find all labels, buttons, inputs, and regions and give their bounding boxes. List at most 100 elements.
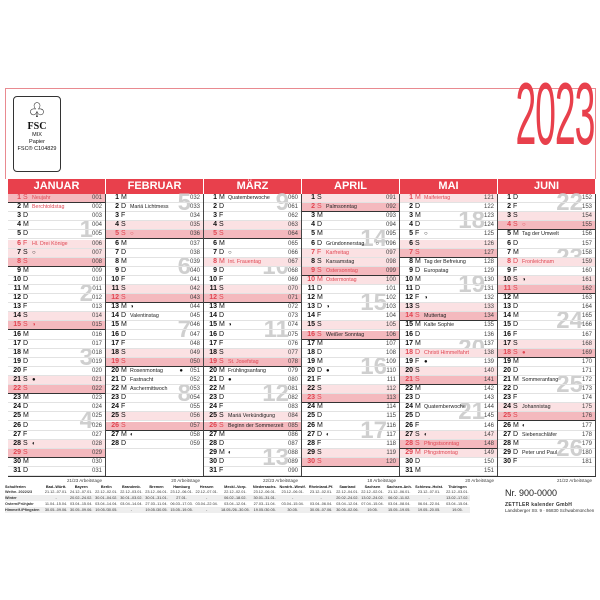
day-row[interactable]: 19 D 019 xyxy=(8,358,105,367)
day-row[interactable]: 28 D 087 xyxy=(204,440,301,449)
day-row[interactable]: 19 S St. Josefstag 078 xyxy=(204,357,301,367)
day-row[interactable]: 17 M 107 xyxy=(302,340,399,349)
day-row[interactable]: 5 S 064 xyxy=(204,230,301,240)
day-row[interactable]: 4 D 094 xyxy=(302,221,399,231)
day-row[interactable]: 6 D Gründonnerstag ○ 096 xyxy=(302,240,399,249)
day-row[interactable]: 13 S 133 xyxy=(400,303,497,313)
day-row[interactable]: 15 S 105 xyxy=(302,321,399,331)
day-row[interactable]: 10 M 130 xyxy=(400,276,497,285)
day-row[interactable]: 2 D 122 xyxy=(400,203,497,213)
day-row[interactable]: 22 M Aschermittwoch 053 xyxy=(106,385,203,395)
day-row[interactable]: 3 S 154 xyxy=(498,212,595,222)
day-row[interactable]: 22 M 142 xyxy=(400,385,497,395)
day-row[interactable]: 25 S 176 xyxy=(498,412,595,422)
day-row[interactable]: 21 D Fastnacht 052 xyxy=(106,376,203,386)
day-row[interactable]: 1 M Quatemberwoche 060 xyxy=(204,194,301,204)
day-row[interactable]: 20 F 020 xyxy=(8,367,105,376)
day-row[interactable]: 5 M Tag der Umwelt 156 xyxy=(498,230,595,240)
day-row[interactable]: 12 S 043 xyxy=(106,294,203,304)
day-row[interactable]: 27 S ◐ 147 xyxy=(400,430,497,440)
day-row[interactable]: 18 S 077 xyxy=(204,348,301,358)
day-row[interactable]: 7 F Karfreitag 097 xyxy=(302,248,399,258)
day-row[interactable]: 16 M 016 xyxy=(8,331,105,340)
day-row[interactable]: 1 S 091 xyxy=(302,194,399,204)
day-row[interactable]: 10 M Ostermontag 100 xyxy=(302,275,399,285)
day-row[interactable]: 13 M ◑ 044 xyxy=(106,303,203,313)
day-row[interactable]: 29 D Peter und Paul 180 xyxy=(498,449,595,458)
day-row[interactable]: 3 D 003 xyxy=(8,212,105,222)
day-row[interactable]: 17 S 168 xyxy=(498,339,595,349)
day-row[interactable]: 5 D 005 xyxy=(8,230,105,240)
day-row[interactable]: 14 S Muttertag 134 xyxy=(400,312,497,322)
day-row[interactable]: 25 S Mariä Verkündigung 084 xyxy=(204,412,301,422)
day-row[interactable]: 8 M Int. Frauentag 067 xyxy=(204,257,301,267)
day-row[interactable]: 8 M Tag der Befreiung 128 xyxy=(400,258,497,267)
day-row[interactable]: 14 S 014 xyxy=(8,312,105,322)
day-row[interactable]: 6 D 157 xyxy=(498,240,595,249)
day-row[interactable]: 8 S Karsamstag 098 xyxy=(302,257,399,267)
day-row[interactable]: 20 M Rosenmontag ● 051 xyxy=(106,367,203,376)
day-row[interactable]: 6 M 065 xyxy=(204,240,301,249)
day-row[interactable]: 26 S Beginn der Sommerzeit 085 xyxy=(204,421,301,431)
day-row[interactable]: 1 S Neujahr 001 xyxy=(8,194,105,204)
day-row[interactable]: 8 D Fronleichnam 159 xyxy=(498,257,595,267)
day-row[interactable]: 30 M 030 xyxy=(8,458,105,467)
day-row[interactable]: 1 D 152 xyxy=(498,194,595,204)
day-row[interactable]: 29 S 119 xyxy=(302,448,399,458)
day-row[interactable]: 2 M Berchtoldstag 002 xyxy=(8,203,105,213)
day-row[interactable]: 27 M 086 xyxy=(204,431,301,440)
day-row[interactable]: 28 F 118 xyxy=(302,440,399,449)
day-row[interactable]: 10 F 041 xyxy=(106,276,203,285)
day-row[interactable]: 13 D 164 xyxy=(498,303,595,313)
day-row[interactable]: 2 S Palmsonntag 092 xyxy=(302,203,399,213)
day-row[interactable]: 1 M 032 xyxy=(106,194,203,204)
day-row[interactable]: 18 S 049 xyxy=(106,348,203,358)
day-row[interactable]: 26 F 146 xyxy=(400,422,497,431)
day-row[interactable]: 17 F 048 xyxy=(106,340,203,349)
day-row[interactable]: 20 D ● 110 xyxy=(302,367,399,376)
day-row[interactable]: 14 M 165 xyxy=(498,312,595,322)
day-row[interactable]: 21 S 141 xyxy=(400,376,497,386)
day-row[interactable]: 24 F 055 xyxy=(106,403,203,413)
day-row[interactable]: 6 M 037 xyxy=(106,240,203,249)
day-row[interactable]: 3 M 123 xyxy=(400,212,497,222)
day-row[interactable]: 15 M 046 xyxy=(106,321,203,331)
day-row[interactable]: 4 D 124 xyxy=(400,221,497,231)
day-row[interactable]: 6 F Hl. Drei Könige 006 xyxy=(8,239,105,249)
day-row[interactable]: 3 M 093 xyxy=(302,212,399,222)
day-row[interactable]: 21 S ● 021 xyxy=(8,376,105,386)
day-row[interactable]: 11 D 101 xyxy=(302,285,399,295)
day-row[interactable]: 25 D 115 xyxy=(302,412,399,422)
day-row[interactable]: 5 M 095 xyxy=(302,230,399,240)
day-row[interactable]: 30 S 120 xyxy=(302,457,399,467)
day-row[interactable]: 24 D 024 xyxy=(8,403,105,413)
day-row[interactable]: 28 D 059 xyxy=(106,440,203,449)
day-row[interactable]: 26 S 057 xyxy=(106,421,203,431)
day-row[interactable]: 11 D 131 xyxy=(400,285,497,295)
day-row[interactable]: 12 M 102 xyxy=(302,294,399,304)
day-row[interactable]: 11 S 070 xyxy=(204,285,301,295)
day-row[interactable]: 7 S 127 xyxy=(400,248,497,258)
day-row[interactable]: 26 D 026 xyxy=(8,422,105,431)
day-row[interactable]: 14 D 073 xyxy=(204,312,301,322)
day-row[interactable]: 12 S 071 xyxy=(204,294,301,304)
day-row[interactable]: 4 M 004 xyxy=(8,221,105,231)
day-row[interactable]: 13 M 072 xyxy=(204,303,301,313)
day-row[interactable]: 19 S 050 xyxy=(106,357,203,367)
day-row[interactable]: 27 F 027 xyxy=(8,431,105,440)
day-row[interactable]: 31 D 031 xyxy=(8,467,105,477)
day-row[interactable]: 16 S Weißer Sonntag 106 xyxy=(302,330,399,340)
day-row[interactable]: 19 M 170 xyxy=(498,358,595,367)
day-row[interactable]: 19 M 109 xyxy=(302,358,399,367)
day-row[interactable]: 9 F 160 xyxy=(498,267,595,276)
day-row[interactable]: 6 S 126 xyxy=(400,239,497,249)
day-row[interactable]: 16 D 136 xyxy=(400,331,497,340)
day-row[interactable]: 30 F 181 xyxy=(498,458,595,467)
day-row[interactable]: 23 D 054 xyxy=(106,394,203,404)
day-row[interactable]: 11 S 162 xyxy=(498,285,595,295)
day-row[interactable]: 21 M Sommeranfang 172 xyxy=(498,376,595,386)
day-row[interactable]: 24 S Johannistag 175 xyxy=(498,403,595,413)
day-row[interactable]: 9 S Ostersonntag 099 xyxy=(302,266,399,276)
day-row[interactable]: 24 M Quatemberwoche 144 xyxy=(400,403,497,413)
day-row[interactable]: 2 F 153 xyxy=(498,203,595,213)
